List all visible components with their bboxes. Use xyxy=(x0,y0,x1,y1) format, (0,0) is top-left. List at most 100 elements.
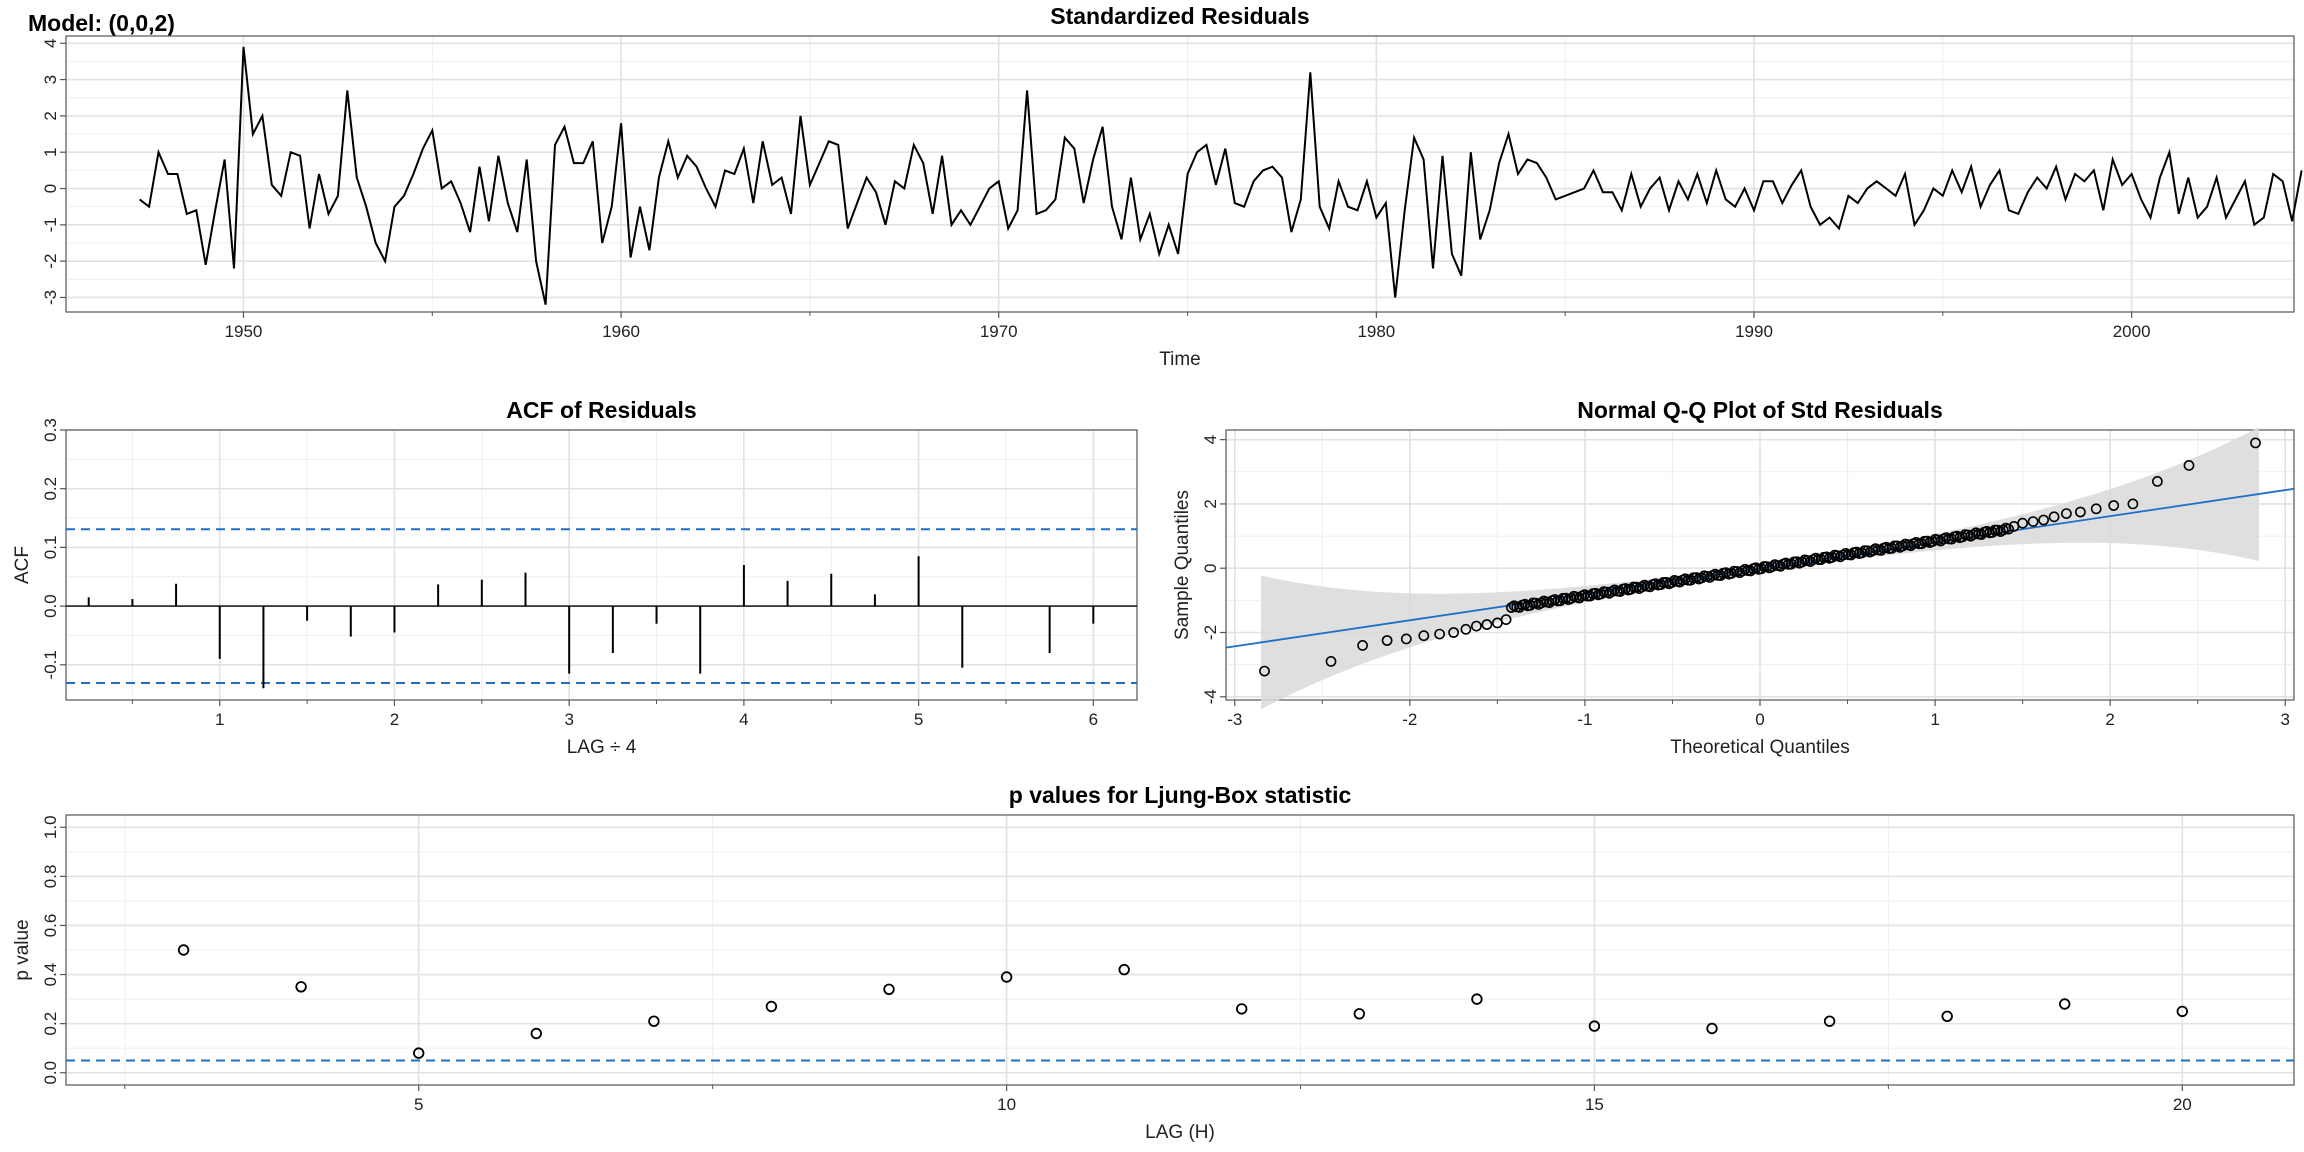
x-tick-label: 1980 xyxy=(1357,322,1395,341)
x-tick-label: 2 xyxy=(2105,710,2114,729)
qq-point xyxy=(2108,500,2120,511)
qq-point xyxy=(1685,574,1697,586)
residuals-panel: 1950 1960 1970 1980 1990 2000 -3 -2 -1 0 1 2 3 4 Stand… xyxy=(41,3,2303,370)
qq-point xyxy=(1766,561,1778,572)
x-tick-label: 0 xyxy=(1755,710,1764,729)
y-tick-label: 0.4 xyxy=(41,963,60,987)
qq-point xyxy=(1357,640,1368,651)
y-axis-label: Sample Quantiles xyxy=(1172,490,1193,640)
chart-title: ACF of Residuals xyxy=(506,397,696,423)
y-tick-label: 0.2 xyxy=(41,1012,60,1036)
chart-title: Standardized Residuals xyxy=(1050,3,1309,29)
x-tick-label: 2 xyxy=(390,710,399,729)
qq-point xyxy=(1644,581,1656,593)
qq-point xyxy=(1506,602,1517,613)
qq-point xyxy=(1927,536,1938,547)
x-tick-label: 1 xyxy=(215,710,224,729)
x-tick-label: -3 xyxy=(1227,710,1242,729)
y-tick-label: 0.6 xyxy=(41,914,60,938)
plot-frame xyxy=(65,429,1138,701)
x-tick-label: 1950 xyxy=(225,322,263,341)
y-tick-label: 0 xyxy=(41,184,60,193)
qq-point xyxy=(1916,538,1928,550)
y-tick-label: 0.3 xyxy=(41,418,60,442)
qq-panel: -3 -2 -1 0 1 2 3 -4 -2 0 2 4 Normal Q-Q Plot of Std … xyxy=(1172,397,2295,758)
qq-point xyxy=(1826,552,1838,563)
residual-series-line xyxy=(138,46,2303,305)
y-tick-label: 4 xyxy=(1201,435,1220,444)
x-tick-label: 1 xyxy=(1930,710,1939,729)
acf-panel: 1 2 3 4 5 6 -0.1 0.0 0.1 0.2 0.3 ACF of Residuals LA… xyxy=(12,397,1138,758)
qq-point xyxy=(2183,459,2195,471)
qq-point xyxy=(1259,665,1270,677)
x-axis-label: Theoretical Quantiles xyxy=(1670,737,1850,758)
y-tick-label: -0.1 xyxy=(41,650,60,679)
qq-point xyxy=(1614,586,1626,597)
y-tick-label: 0.0 xyxy=(41,594,60,618)
qq-point xyxy=(1400,633,1412,645)
qq-point xyxy=(1481,619,1493,630)
qq-point xyxy=(1525,599,1536,611)
p-value-point xyxy=(1353,1008,1366,1020)
y-tick-label: 2 xyxy=(41,111,60,120)
qq-point xyxy=(2017,517,2028,529)
qq-point xyxy=(1986,527,1998,538)
qq-point xyxy=(1845,549,1857,561)
model-label: Model: (0,0,2) xyxy=(28,10,175,36)
qq-point xyxy=(1957,531,1968,543)
qq-point xyxy=(1471,620,1482,632)
qq-point xyxy=(1448,627,1459,638)
qq-point xyxy=(1696,572,1707,584)
x-tick-label: -2 xyxy=(1402,710,1417,729)
x-tick-label: 1960 xyxy=(602,322,640,341)
y-axis-label: p value xyxy=(12,919,33,980)
qq-point xyxy=(1997,524,2009,536)
y-tick-label: 2 xyxy=(1201,499,1220,508)
qq-point xyxy=(1856,547,1868,559)
y-tick-label: 0 xyxy=(1201,563,1220,572)
x-axis-label: LAG ÷ 4 xyxy=(567,737,637,758)
qq-point xyxy=(1867,545,1879,556)
p-value-point xyxy=(765,1000,778,1013)
x-tick-label: 6 xyxy=(1089,710,1098,729)
y-tick-label: -2 xyxy=(41,254,60,269)
y-tick-label: 0.2 xyxy=(41,477,60,501)
p-value-point xyxy=(2058,998,2071,1010)
qq-point xyxy=(1554,595,1566,607)
plot-frame xyxy=(65,35,2295,313)
p-value-point xyxy=(1588,1020,1601,1032)
p-value-point xyxy=(177,944,190,956)
qq-point xyxy=(1636,581,1648,593)
ljung-box-panel: 5 10 15 20 0.0 0.2 0.4 0.6 0.8 1.0 p values for Lj… xyxy=(12,782,2295,1143)
x-tick-label: 5 xyxy=(914,710,923,729)
qq-point xyxy=(2038,514,2049,526)
y-axis-label: ACF xyxy=(12,546,33,584)
qq-point xyxy=(1595,588,1607,600)
qq-point xyxy=(1886,542,1898,554)
qq-point xyxy=(1500,614,1512,625)
p-value-point xyxy=(1235,1003,1248,1015)
y-tick-label: 1.0 xyxy=(41,815,60,839)
qq-point xyxy=(1745,565,1756,577)
qq-point xyxy=(1584,590,1596,602)
qq-point xyxy=(1715,570,1726,581)
p-value-point xyxy=(1471,993,1483,1005)
y-tick-label: 0.0 xyxy=(41,1061,60,1085)
qq-point xyxy=(1837,549,1849,561)
qq-point xyxy=(2003,523,2014,535)
qq-point xyxy=(2048,511,2060,523)
y-tick-label: 0.8 xyxy=(41,865,60,889)
qq-point xyxy=(1666,577,1678,588)
y-tick-label: 3 xyxy=(41,75,60,84)
x-tick-label: 2000 xyxy=(2113,322,2151,341)
qq-point xyxy=(1946,533,1957,545)
qq-point xyxy=(2074,506,2086,518)
p-value-point xyxy=(1000,971,1013,983)
qq-point xyxy=(1726,568,1737,579)
x-axis-label: Time xyxy=(1159,349,1201,370)
x-axis-label: LAG (H) xyxy=(1145,1122,1215,1143)
qq-point xyxy=(2090,503,2102,515)
x-tick-label: 1970 xyxy=(980,322,1018,341)
y-tick-label: -4 xyxy=(1201,689,1220,704)
